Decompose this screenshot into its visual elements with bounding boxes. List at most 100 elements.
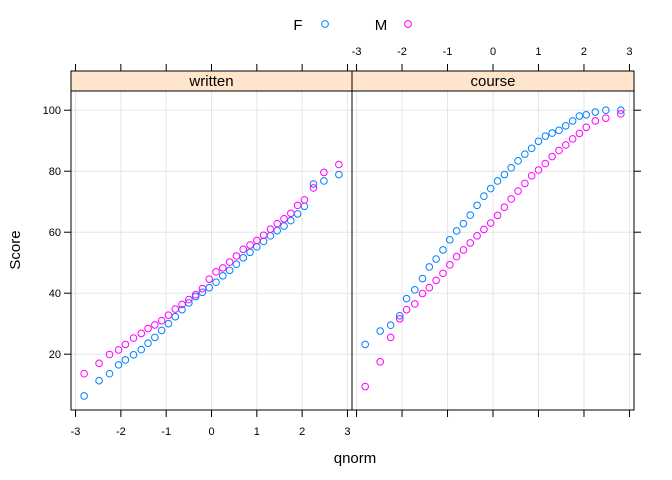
point-M xyxy=(232,252,241,260)
point-F xyxy=(121,356,130,364)
point-M xyxy=(246,241,254,249)
point-M xyxy=(410,300,419,308)
point-M xyxy=(287,209,295,218)
x-tick-label-top: 0 xyxy=(490,46,496,58)
point-F xyxy=(425,263,434,271)
x-tick-label-top: 2 xyxy=(581,46,587,58)
point-M xyxy=(114,346,123,354)
point-F xyxy=(432,255,440,263)
point-F xyxy=(527,144,536,153)
point-M xyxy=(185,295,193,304)
point-F xyxy=(376,327,385,335)
panel-written: written xyxy=(70,70,353,411)
point-M xyxy=(151,321,159,329)
point-F xyxy=(459,219,468,228)
grid-written xyxy=(71,91,352,410)
point-M xyxy=(335,160,343,169)
y-axis-title: Score xyxy=(7,230,24,269)
point-F xyxy=(480,192,488,201)
series-course-F xyxy=(361,106,625,349)
point-F xyxy=(309,180,318,188)
point-M xyxy=(439,269,447,278)
legend-marker-F xyxy=(321,20,329,28)
point-F xyxy=(246,248,254,257)
point-M xyxy=(466,239,475,247)
point-F xyxy=(80,392,88,400)
point-M xyxy=(452,252,461,261)
point-F xyxy=(239,254,248,262)
point-M xyxy=(514,187,522,195)
point-F xyxy=(137,345,146,354)
point-M xyxy=(395,315,404,323)
point-M xyxy=(178,300,186,309)
x-tick-label-top: -3 xyxy=(352,46,362,58)
y-tick-label: 60 xyxy=(49,227,61,239)
panels: written course xyxy=(70,70,635,411)
point-M xyxy=(219,264,227,272)
point-F xyxy=(500,170,509,179)
point-F xyxy=(287,216,295,225)
point-M xyxy=(293,201,302,210)
point-M xyxy=(212,268,220,276)
point-M xyxy=(191,290,200,299)
point-M xyxy=(486,219,495,227)
point-M xyxy=(225,258,234,266)
point-F xyxy=(575,112,584,120)
point-F xyxy=(232,260,241,269)
point-F xyxy=(439,246,447,254)
point-F xyxy=(219,272,227,280)
point-F xyxy=(486,184,495,193)
point-M xyxy=(480,225,488,234)
point-F xyxy=(280,222,288,230)
point-F xyxy=(473,201,481,210)
point-F xyxy=(548,129,556,137)
point-M xyxy=(527,171,536,180)
point-M xyxy=(205,275,214,283)
point-F xyxy=(402,294,411,303)
x-tick-label-bottom: 3 xyxy=(344,426,350,438)
point-F xyxy=(534,137,543,146)
point-F xyxy=(114,361,123,369)
y-tick-label: 100 xyxy=(43,105,61,117)
point-F xyxy=(335,170,343,179)
x-tick-label-top: 3 xyxy=(626,46,632,58)
grid-course xyxy=(352,91,634,410)
point-M xyxy=(361,382,369,391)
point-M xyxy=(521,179,529,188)
point-M xyxy=(300,196,309,204)
point-F xyxy=(386,321,395,330)
x-tick-label-top: -2 xyxy=(397,46,407,58)
point-F xyxy=(105,369,114,378)
point-M xyxy=(445,261,454,269)
point-F xyxy=(602,106,610,115)
y-tick-label: 20 xyxy=(49,349,61,361)
x-tick-label-bottom: 0 xyxy=(208,426,214,438)
point-F xyxy=(561,121,570,130)
point-F xyxy=(445,236,454,244)
point-F xyxy=(212,278,220,287)
point-M xyxy=(602,114,610,122)
point-M xyxy=(253,236,261,245)
point-M xyxy=(425,283,434,292)
point-F xyxy=(521,150,529,158)
point-M xyxy=(402,305,411,314)
point-F xyxy=(164,319,173,328)
x-tick-label-top: -1 xyxy=(443,46,453,58)
point-M xyxy=(137,329,146,338)
point-M xyxy=(555,146,563,155)
point-M xyxy=(95,359,103,368)
point-F xyxy=(151,333,159,342)
axes: 20 40 60 80 100 -3 -2 -1 0 1 2 3 -3 -2 -1 0 1 2 3 xyxy=(43,46,641,438)
point-F xyxy=(273,226,282,235)
point-M xyxy=(507,195,515,203)
point-F xyxy=(466,211,475,219)
point-F xyxy=(185,299,193,307)
point-M xyxy=(575,129,584,138)
point-F xyxy=(395,311,404,320)
point-M xyxy=(171,305,180,313)
point-F xyxy=(452,227,461,235)
series-course-M xyxy=(361,110,625,391)
x-tick-label-bottom: 2 xyxy=(299,426,305,438)
